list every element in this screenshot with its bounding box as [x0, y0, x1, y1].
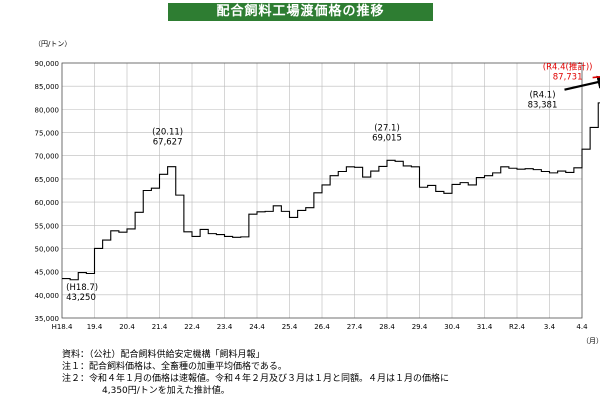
annotation-label: (R4.4(推計)): [543, 62, 593, 73]
annotation-value: 67,627: [153, 138, 183, 148]
annotation-value: 87,731: [553, 73, 583, 83]
annotation-label: (20.11): [152, 128, 183, 138]
x-tick-label: 27.4: [347, 323, 363, 331]
source-note: 資料：（公社）配合飼料供給安定機構「飼料月報」: [62, 350, 265, 360]
arrow-r4-4: [592, 76, 600, 79]
x-tick-label: H18.4: [52, 323, 73, 331]
y-tick-label: 50,000: [35, 245, 60, 253]
axes: 35,000 40,000 45,000 50,000 55,000 60,000 65,0…: [35, 60, 589, 331]
note-2-line-1: 注２：令和４年１月の価格は速報値。令和４年２月及び３月は１月と同額。４月は１月の…: [62, 374, 450, 384]
series-layer: [62, 102, 600, 281]
x-tick-label: 22.4: [184, 323, 200, 331]
y-axis-unit: （円/トン）: [34, 40, 72, 48]
x-tick-label: 28.4: [379, 323, 395, 331]
footnotes: 資料：（公社）配合飼料供給安定機構「飼料月報」 注１：配合飼料価格は、全畜種の加…: [62, 349, 449, 397]
x-tick-label: 3.4: [544, 323, 556, 331]
note-2-line-2: 4,350円/トンを加えた推計値。: [102, 386, 230, 396]
annotation-label: (H18.7): [66, 283, 98, 293]
x-tick-label: 21.4: [152, 323, 168, 331]
x-tick-label: R2.4: [509, 323, 526, 331]
x-tick-label: 25.4: [282, 323, 298, 331]
x-tick-label: 26.4: [314, 323, 330, 331]
x-tick-label: 4.4: [576, 323, 588, 331]
y-tick-label: 65,000: [35, 176, 60, 184]
y-tick-label: 90,000: [35, 60, 60, 68]
annotation-label: (27.1): [374, 123, 400, 133]
y-tick-label: 60,000: [35, 199, 60, 207]
x-tick-label: 31.4: [477, 323, 493, 331]
x-tick-label: 29.4: [412, 323, 428, 331]
y-tick-label: 35,000: [35, 315, 60, 323]
annotation-value: 69,015: [372, 133, 402, 143]
y-tick-label: 55,000: [35, 222, 60, 230]
x-tick-label: 24.4: [249, 323, 265, 331]
x-tick-label: 20.4: [119, 323, 135, 331]
annotation-label: (R4.1): [529, 91, 555, 101]
x-axis-unit: （月）: [582, 337, 600, 345]
y-tick-label: 45,000: [35, 269, 60, 277]
note-1: 注１：配合飼料価格は、全畜種の加重平均価格である。: [62, 362, 287, 372]
arrow-r4-1: [564, 75, 600, 91]
y-tick-label: 70,000: [35, 153, 60, 161]
plot-frame: [61, 62, 583, 319]
y-tick-label: 75,000: [35, 130, 60, 138]
y-tick-label: 85,000: [35, 83, 60, 91]
x-tick-label: 23.4: [217, 323, 233, 331]
y-tick-label: 80,000: [35, 106, 60, 114]
annotation-value: 43,250: [66, 293, 96, 303]
y-tick-label: 40,000: [35, 292, 60, 300]
chart-title: 配合飼料工場渡価格の推移: [168, 3, 433, 21]
annotation-value: 83,381: [528, 101, 558, 111]
annotations-layer: (H18.7)43,250 (20.11)67,627 (27.1)69,015 (R…: [66, 62, 600, 303]
x-tick-label: 30.4: [444, 323, 460, 331]
x-tick-label: 19.4: [87, 323, 103, 331]
price-series-line: [62, 102, 600, 281]
